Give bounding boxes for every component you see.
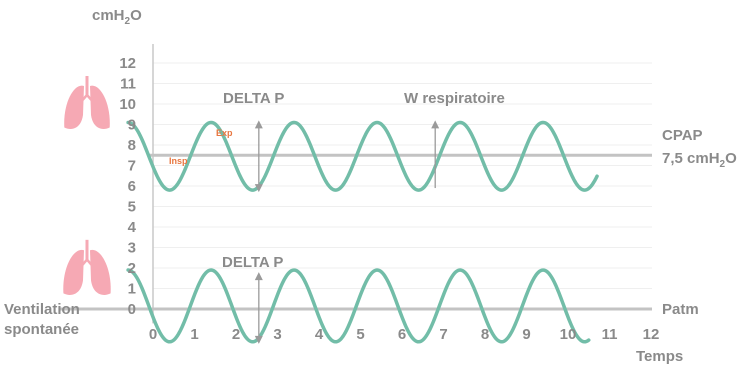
- lungs-icon: [64, 76, 110, 130]
- y-tick-label: 10: [119, 96, 136, 113]
- ventilation-label-line2: spontanée: [4, 321, 79, 338]
- x-tick-label: 9: [522, 326, 530, 343]
- x-tick-label: 10: [560, 326, 577, 343]
- grid-lines: [153, 62, 652, 289]
- annotation-arrows: [254, 120, 440, 344]
- y-tick-label: 4: [128, 219, 137, 236]
- x-tick-label: 0: [149, 326, 157, 343]
- lung-icons: [63, 76, 111, 295]
- patm-label: Patm: [662, 301, 699, 318]
- y-tick-label: 2: [128, 260, 136, 277]
- w-respiratoire-arrow: [431, 120, 440, 189]
- y-tick-label: 0: [128, 301, 136, 318]
- y-tick-label: 9: [128, 117, 136, 134]
- delta-p-top-arrow: [254, 120, 263, 193]
- y-tick-label: 1: [128, 281, 136, 298]
- x-tick-label: 2: [232, 326, 240, 343]
- x-tick-label: 11: [602, 326, 618, 343]
- delta-p-bottom-arrow: [254, 272, 263, 344]
- labels: cmH2O Temps CPAP 7,5 cmH2O Patm Ventilat…: [4, 7, 737, 365]
- pressure-curves: [126, 120, 599, 344]
- x-tick-label: 3: [273, 326, 281, 343]
- cpap-label: CPAP: [662, 127, 703, 144]
- x-tick-label: 12: [643, 326, 660, 343]
- x-tick-label: 1: [190, 326, 198, 343]
- ventilation-label-line1: Ventilation: [4, 301, 80, 318]
- spontaneous-pressure-curve: [126, 268, 591, 344]
- insp-label: Insp: [169, 156, 188, 166]
- x-tick-label: 4: [315, 326, 324, 343]
- reference-lines: [60, 153, 652, 311]
- y-tick-label: 8: [128, 137, 136, 154]
- exp-label: Exp: [216, 128, 233, 138]
- cpap-value-label: 7,5 cmH2O: [662, 150, 737, 170]
- y-tick-label: 3: [128, 240, 136, 257]
- y-tick-label: 7: [128, 158, 136, 175]
- lungs-icon: [63, 239, 111, 295]
- x-tick-label: 5: [356, 326, 364, 343]
- w-respiratoire-label: W respiratoire: [404, 90, 505, 107]
- x-tick-label: 6: [398, 326, 406, 343]
- x-tick-label: 8: [481, 326, 489, 343]
- delta-p-bottom-label: DELTA P: [222, 254, 283, 271]
- x-axis-label: Temps: [636, 348, 683, 365]
- x-tick-label: 7: [439, 326, 447, 343]
- y-axis-label: cmH2O: [92, 7, 142, 27]
- y-tick-label: 11: [120, 76, 136, 93]
- y-tick-label: 6: [128, 178, 136, 195]
- y-tick-label: 12: [119, 55, 136, 72]
- y-tick-label: 5: [128, 199, 136, 216]
- delta-p-top-label: DELTA P: [223, 90, 284, 107]
- cpap-pressure-curve: [126, 120, 599, 192]
